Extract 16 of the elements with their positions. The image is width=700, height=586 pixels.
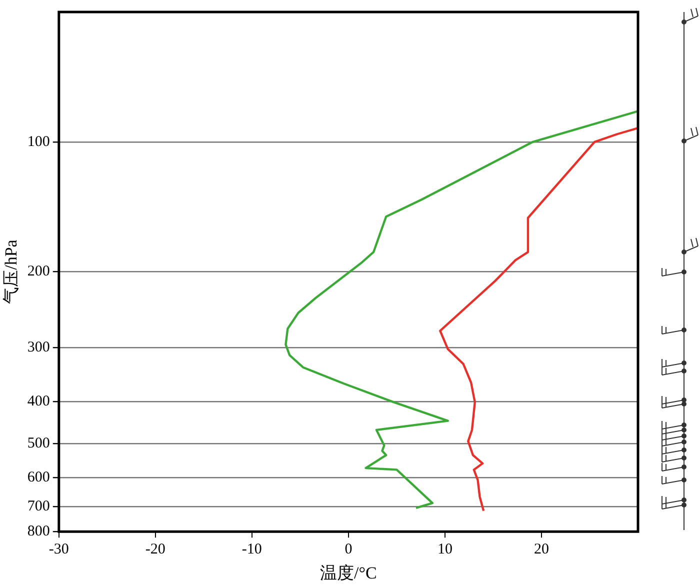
x-tick-label: -30: [48, 542, 69, 558]
y-tick-label: 600: [27, 470, 50, 486]
y-tick-label: 300: [27, 340, 50, 356]
y-tick-label: 800: [27, 524, 50, 540]
x-tick-label: 20: [534, 542, 549, 558]
x-axis-title: 温度/°C: [320, 563, 377, 582]
x-tick-label: 10: [437, 542, 452, 558]
y-axis-title: 气压/hPa: [2, 239, 21, 304]
y-tick-label: 400: [27, 394, 50, 410]
x-tick-label: 0: [344, 542, 352, 558]
x-tick-label: -20: [145, 542, 166, 558]
x-tick-label: -10: [242, 542, 262, 558]
y-tick-label: 100: [27, 134, 50, 150]
y-tick-label: 700: [27, 498, 50, 515]
y-tick-label: 200: [27, 264, 50, 280]
y-tick-label: 500: [27, 435, 50, 452]
